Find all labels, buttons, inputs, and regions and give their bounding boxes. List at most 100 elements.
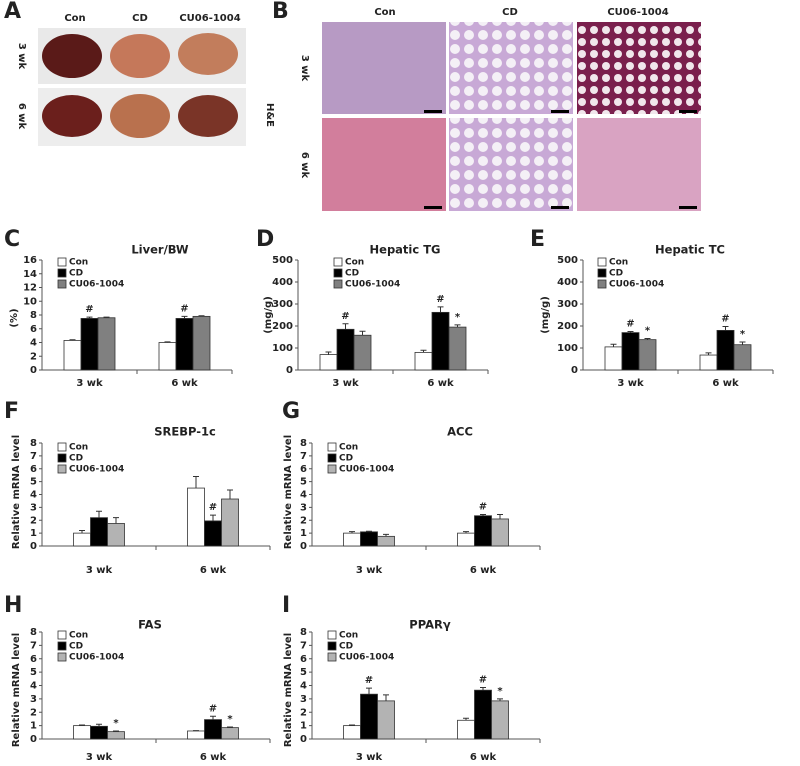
legend-swatch: [327, 464, 337, 474]
legend-swatch: [57, 641, 67, 651]
y-tick-label: 2: [30, 515, 37, 526]
legend-label: CU06-1004: [69, 280, 124, 290]
y-tick-label: 0: [571, 365, 578, 376]
error-bar: [181, 315, 188, 319]
error-bar: [96, 723, 102, 727]
y-tick-label: 300: [272, 299, 293, 310]
panel-label: E: [530, 227, 545, 252]
histology-image: [449, 118, 573, 211]
error-bar: [420, 349, 427, 353]
panel-label: C: [4, 227, 20, 252]
y-axis-label: Relative mRNA level: [283, 435, 294, 549]
x-tick-label: 6 wk: [171, 378, 198, 389]
y-tick-label: 100: [557, 343, 578, 354]
y-tick-label: 6: [300, 464, 307, 475]
x-tick-label: 6 wk: [200, 752, 227, 763]
x-tick-label: 3 wk: [356, 565, 383, 576]
legend-label: CD: [69, 454, 83, 464]
bar: [604, 346, 623, 371]
y-tick-label: 12: [23, 283, 37, 294]
error-bar: [227, 726, 233, 728]
error-bar: [359, 330, 366, 336]
error-bar: [366, 530, 372, 532]
y-tick-label: 4: [30, 338, 37, 349]
y-tick-label: 3: [30, 502, 37, 513]
significance-marker: #: [365, 675, 373, 686]
y-tick-label: 3: [30, 694, 37, 705]
legend-swatch: [57, 442, 67, 452]
x-tick-label: 3 wk: [332, 378, 359, 389]
legend-swatch: [597, 268, 607, 278]
legend-label: CD: [69, 269, 83, 279]
bar: [192, 315, 211, 371]
x-tick-label: 3 wk: [356, 752, 383, 763]
legend-swatch: [327, 630, 337, 640]
y-tick-label: 4: [30, 490, 37, 501]
chart-title: ACC: [447, 425, 473, 439]
legend-label: CU06-1004: [345, 280, 400, 290]
bar: [448, 326, 467, 371]
bar: [360, 531, 378, 547]
bar: [699, 354, 718, 371]
legend-swatch: [333, 279, 343, 289]
y-axis-label: (mg/g): [263, 296, 274, 334]
y-tick-label: 7: [300, 640, 307, 651]
significance-marker: #: [209, 502, 217, 513]
y-axis-label: Relative mRNA level: [11, 435, 22, 549]
significance-marker: #: [721, 313, 729, 324]
legend-swatch: [333, 257, 343, 267]
bar: [377, 535, 395, 547]
y-axis-label: (mg/g): [540, 296, 551, 334]
y-tick-label: 8: [30, 310, 37, 321]
stain-label: H&E: [264, 103, 275, 127]
bar: [204, 719, 222, 740]
error-bar: [383, 533, 389, 537]
error-bar: [437, 306, 444, 313]
chart-title: Hepatic TC: [655, 243, 725, 257]
x-tick-label: 6 wk: [470, 752, 497, 763]
bar: [187, 487, 205, 547]
panel-label: I: [282, 593, 290, 618]
error-bar: [210, 715, 216, 720]
bar: [343, 532, 361, 547]
panel-label: H: [4, 593, 22, 618]
bar: [73, 725, 91, 740]
y-tick-label: 0: [30, 734, 37, 745]
legend-label: CU06-1004: [339, 465, 394, 475]
y-tick-label: 16: [23, 255, 37, 266]
significance-marker: *: [645, 326, 651, 337]
y-tick-label: 0: [300, 734, 307, 745]
legend-label: CD: [339, 642, 353, 652]
column-label: CD: [132, 13, 148, 24]
error-bar: [342, 323, 349, 330]
panel-label: A: [4, 0, 21, 24]
significance-marker: *: [497, 686, 503, 697]
histology-image: [577, 118, 701, 211]
y-tick-label: 100: [272, 343, 293, 354]
legend-label: CD: [345, 269, 359, 279]
y-tick-label: 7: [300, 451, 307, 462]
y-tick-label: 0: [30, 365, 37, 376]
bar: [204, 520, 222, 547]
error-bar: [349, 724, 355, 726]
column-label: Con: [64, 13, 85, 24]
legend-swatch: [327, 453, 337, 463]
column-label: Con: [374, 7, 395, 18]
y-tick-label: 6: [30, 324, 37, 335]
legend-swatch: [57, 464, 67, 474]
legend-label: CU06-1004: [609, 280, 664, 290]
error-bar: [198, 315, 205, 317]
y-tick-label: 8: [300, 627, 307, 638]
y-tick-label: 6: [30, 464, 37, 475]
error-bar: [644, 338, 651, 340]
legend-swatch: [333, 268, 343, 278]
legend-label: CD: [69, 642, 83, 652]
legend-swatch: [57, 630, 67, 640]
significance-marker: *: [227, 714, 233, 725]
error-bar: [193, 475, 199, 489]
bar: [491, 518, 509, 547]
y-tick-label: 3: [300, 694, 307, 705]
significance-marker: #: [479, 675, 487, 686]
bar: [474, 689, 492, 740]
y-tick-label: 1: [300, 528, 307, 539]
